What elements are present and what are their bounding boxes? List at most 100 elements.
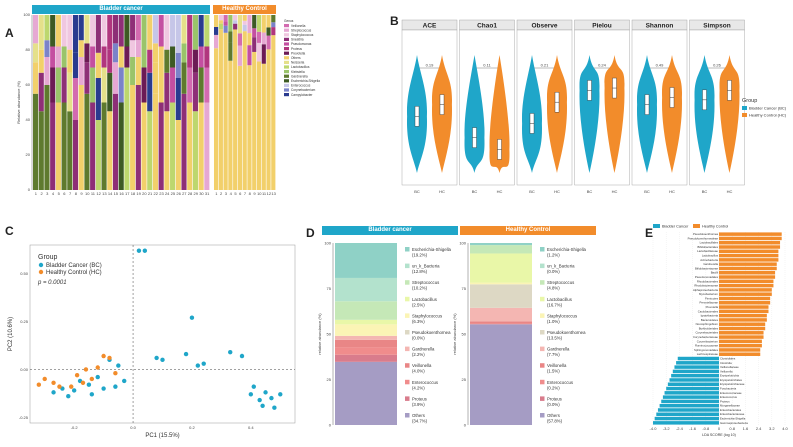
panel-a-legend-label: Campylobacter [291, 93, 313, 97]
panel-a-xtick-hc: 4 [230, 191, 233, 196]
panel-c-ylabel: PC2 (10.6%) [8, 317, 14, 351]
panel-a-bar-segment [170, 102, 176, 190]
panel-c-point-hc [42, 376, 47, 382]
panel-e-label-hc: Bacilli [711, 271, 719, 275]
panel-e-label-hc: Prevotella [706, 305, 719, 309]
panel-a-bar-segment [44, 15, 50, 41]
panel-e-bar-hc [719, 335, 764, 339]
panel-e-bar-hc [719, 322, 766, 326]
panel-d-legend-name: Veillonella [412, 363, 432, 368]
panel-label-a: A [5, 26, 14, 40]
panel-a-legend-swatch [284, 33, 289, 37]
panel-label-d: D [306, 226, 315, 240]
panel-d-legend-pct: (4.8%) [547, 286, 560, 291]
panel-a-bar-segment [101, 67, 107, 103]
panel-b-xtick-bc: BC [414, 189, 420, 194]
panel-a-xtick-hc: 2 [220, 191, 223, 196]
panel-d-legend-name: un_k_Bacteria [547, 264, 575, 269]
panel-d-legend-swatch [405, 247, 410, 252]
panel-e-label-hc: Rhodobacteraceae [694, 284, 718, 288]
panel-c-point-bc [228, 349, 233, 355]
panel-a-bar-segment [252, 15, 257, 29]
panel-a-xtick-bc: 28 [188, 191, 193, 196]
panel-a-xtick-bc: 5 [58, 191, 61, 196]
panel-e-label-hc: Pseudokoenthornealeae [688, 236, 719, 240]
panel-d-ytick: 0 [464, 423, 467, 428]
panel-c-point-bc [101, 386, 106, 391]
panel-a-xtick-bc: 6 [63, 191, 66, 196]
panel-e-label-hc: Lactobacillus [702, 254, 719, 258]
panel-a-bar-segment [242, 15, 247, 21]
panel-d-legend-swatch [540, 247, 545, 252]
panel-b-violin-hc [546, 55, 568, 173]
panel-d-legend-name: Proteus [547, 396, 562, 401]
panel-b-legend-swatch-hc [742, 113, 747, 117]
panel-e-xtick: -1.6 [689, 426, 697, 431]
panel-c-point-bc [248, 392, 254, 397]
panel-d-ytick: 100 [459, 241, 466, 246]
panel-b-pvalue: 0.26 [713, 63, 722, 68]
panel-e-bar-hc [719, 262, 777, 266]
panel-d-legend-pct: (0.0%) [547, 402, 560, 407]
panel-b-xtick-bc: BC [644, 189, 650, 194]
panel-e-label-hc: Bacteroidetes [701, 318, 719, 322]
panel-a-legend-swatch [284, 47, 289, 51]
panel-a-bar-segment [112, 62, 119, 94]
panel-e-bar-bc [674, 365, 719, 369]
panel-e-label-bc: Fusobacteria [720, 386, 737, 390]
panel-a-header-bc: Bladder cancer [32, 5, 210, 14]
panel-a-bar-segment [112, 93, 119, 190]
panel-e-xtick: -0.8 [702, 426, 710, 431]
panel-a-bar-segment [233, 15, 238, 21]
panel-b-violin-hc [661, 55, 683, 173]
panel-e-xtick: -3.2 [663, 426, 671, 431]
panel-a-bar-segment [78, 85, 84, 190]
panel-d-legend-swatch [405, 263, 410, 269]
panel-d-legend-name: Streptococcus [412, 280, 439, 285]
panel-a-bar-segment [266, 27, 271, 36]
panel-a-bar-segment [90, 46, 96, 68]
panel-a-bar-segment [214, 48, 219, 191]
panel-a-bar-segment [33, 93, 39, 190]
panel-b-legend-bc: Bladder Cancer (BC) [749, 106, 787, 111]
panel-c-point-bc [113, 384, 118, 389]
panel-a-bar-segment [107, 49, 113, 73]
panel-e-xtick: 4.0 [782, 426, 788, 431]
panel-a-xtick-bc: 19 [136, 191, 141, 196]
panel-e-bar-hc [719, 296, 771, 301]
panel-a-bar-segment [192, 15, 198, 50]
panel-e-label-hc: Actinobacteria [700, 258, 718, 262]
panel-e-label-hc: Lachnospiraceae [697, 352, 719, 356]
panel-a-bar-segment [72, 15, 79, 53]
panel-a-xtick-hc: 10 [257, 191, 262, 196]
panel-e-label-hc: Mycobacterium [699, 292, 719, 296]
panel-d-legend-pct: (3.9%) [412, 402, 425, 407]
panel-c-legend-bc: Bladder Cancer (BC) [46, 263, 102, 269]
panel-b-pvalue: 0.49 [656, 63, 665, 68]
panel-a-bar-segment [256, 61, 262, 190]
panel-d-ytick: 0 [329, 423, 332, 428]
panel-c-point-hc [57, 384, 62, 389]
panel-c-point-bc [263, 390, 268, 395]
panel-a-bar-segment [72, 120, 79, 190]
panel-c-point-bc [116, 363, 121, 368]
panel-a-bar-segment [192, 49, 198, 73]
panel-a-xtick-bc: 2 [40, 191, 43, 196]
panel-a-bar-segment [130, 15, 136, 41]
panel-d-legend-name: Others [547, 413, 560, 418]
panel-e-label-bc: Erysipelotrichales [720, 378, 743, 382]
panel-d-legend-swatch [405, 296, 410, 302]
panel-a-bar-segment [38, 49, 44, 73]
panel-d-ylabel: relative abundance (%) [452, 313, 457, 355]
panel-d-bar-segment [470, 243, 532, 246]
panel-a-bar-segment [147, 49, 153, 73]
panel-d-legend-swatch [405, 346, 410, 352]
panel-a-xtick-bc: 20 [142, 191, 147, 196]
panel-a-bar-segment [237, 33, 243, 46]
panel-a-xtick-bc: 16 [119, 191, 124, 196]
panel-d-ylabel: relative abundance (%) [317, 313, 322, 355]
panel-a-bar-segment [218, 20, 223, 24]
panel-a-bar-segment [38, 72, 44, 112]
panel-d-legend-pct: (2.2%) [412, 352, 425, 357]
panel-a-bar-segment [124, 15, 130, 47]
